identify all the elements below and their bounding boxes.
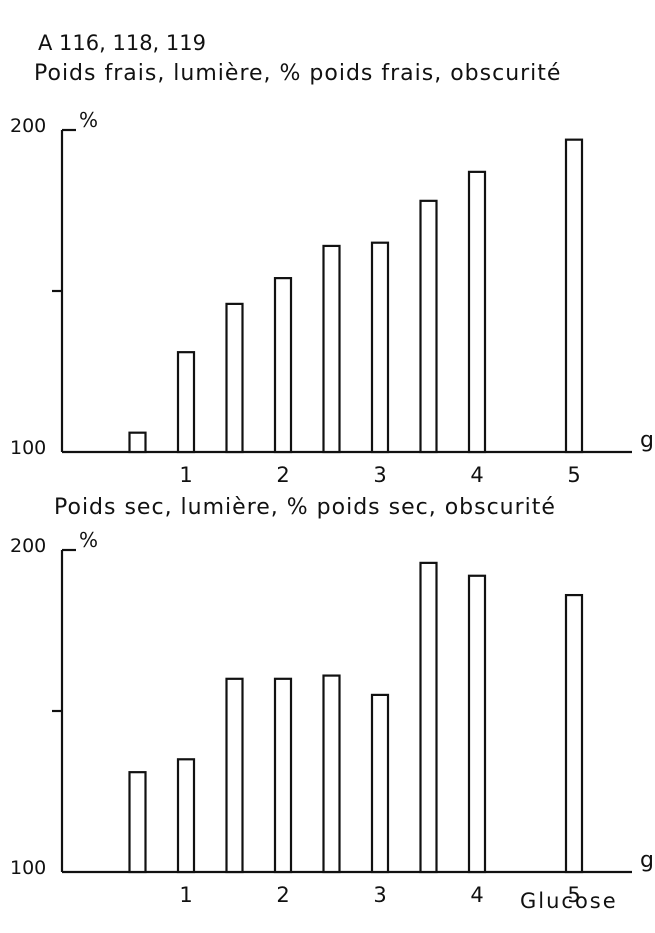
x-tick-label: 1: [179, 463, 192, 487]
x-tick-label: 2: [276, 463, 289, 487]
bar: [176, 351, 196, 454]
bar: [176, 758, 196, 874]
bar: [322, 674, 341, 874]
x-unit-label: g: [640, 428, 654, 453]
x-tick-label: 4: [470, 463, 483, 487]
bar: [128, 431, 147, 454]
bar: [419, 561, 438, 874]
x-tick-label: 5: [567, 883, 580, 907]
y-unit-label: %: [79, 108, 98, 132]
bar: [419, 199, 438, 454]
bar: [467, 574, 487, 874]
bar: [225, 302, 244, 454]
x-axis-label: Glucose: [520, 889, 618, 913]
y-tick-label-top: 200: [10, 115, 46, 137]
y-unit-label: %: [79, 528, 98, 552]
bar: [225, 677, 244, 874]
bar: [273, 277, 293, 454]
chart2-title: Poids sec, lumière, % poids sec, obscuri…: [54, 495, 556, 520]
x-tick-label: 4: [470, 883, 483, 907]
bar: [564, 593, 584, 874]
x-tick-label: 2: [276, 883, 289, 907]
bar: [128, 771, 147, 874]
bar: [370, 693, 390, 874]
bar: [273, 677, 293, 874]
figure-code: A 116, 118, 119: [38, 31, 206, 55]
x-tick-label: 3: [373, 463, 386, 487]
y-tick-label-top: 200: [10, 535, 46, 557]
bar: [564, 138, 584, 454]
y-tick-label-bottom: 100: [10, 857, 46, 879]
y-tick-label-bottom: 100: [10, 437, 46, 459]
chart-fresh-weight: 200%100g123456%: [10, 108, 655, 487]
x-tick-label: 1: [179, 883, 192, 907]
chart-dry-weight: 200%100g123456%: [10, 528, 655, 907]
bar: [322, 244, 341, 454]
x-tick-label: 3: [373, 883, 386, 907]
x-unit-label: g: [640, 848, 654, 873]
x-tick-label: 5: [567, 463, 580, 487]
bar: [370, 241, 390, 454]
chart1-title: Poids frais, lumière, % poids frais, obs…: [34, 61, 561, 86]
bar: [467, 170, 487, 454]
